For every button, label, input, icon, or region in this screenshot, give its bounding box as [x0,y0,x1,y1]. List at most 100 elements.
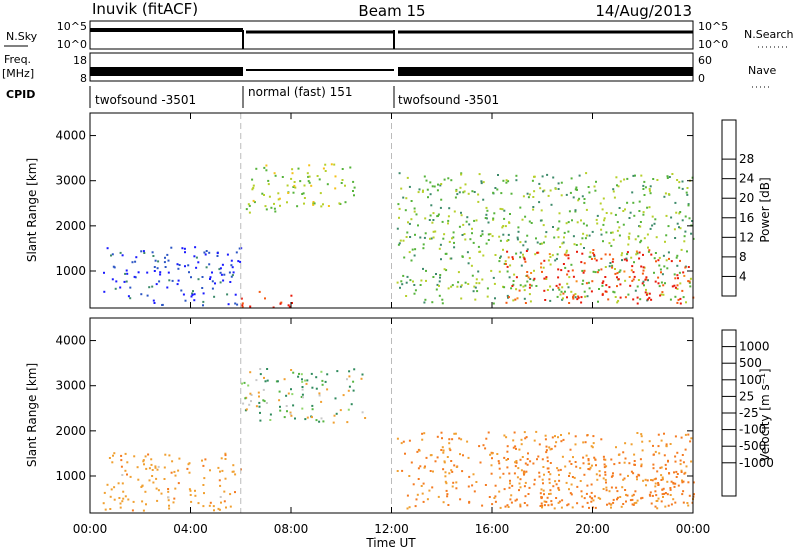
velocity-pixel [108,457,111,459]
velocity-pixel [628,462,631,465]
velocity-pixel [686,502,689,504]
velocity-pixel [507,506,510,508]
velocity-pixel [631,503,634,506]
power-pixel [460,284,463,287]
power-pixel [133,275,136,278]
velocity-pixel [300,373,303,376]
velocity-pixel [120,459,123,462]
power-pixel [567,221,570,224]
power-pixel [245,208,248,211]
power-ytick-label: 4000 [55,129,86,143]
velocity-pixel [119,506,122,509]
nsky-tick-bottom: 10^0 [57,38,87,51]
power-pixel [432,236,435,239]
velocity-pixel [645,484,647,487]
power-pixel [119,286,122,289]
power-pixel [202,300,205,303]
power-pixel [219,271,222,274]
power-pixel [239,260,242,263]
velocity-pixel [167,499,170,502]
velocity-pixel [224,454,227,457]
power-pixel [578,174,581,177]
velocity-pixel [458,437,461,440]
power-pixel [506,250,509,253]
power-pixel [679,227,682,230]
power-pixel [516,238,519,241]
power-pixel [684,230,687,233]
power-pixel [547,194,550,197]
velocity-pixel [549,473,552,476]
power-pixel [660,293,663,296]
velocity-pixel [133,455,136,458]
velocity-pixel [136,466,139,469]
velocity-pixel [510,501,513,504]
power-pixel [600,268,603,271]
power-pixel [487,239,490,241]
power-pixel [111,253,114,256]
power-pixel [479,234,482,237]
power-pixel [613,196,616,199]
velocity-pixel [663,492,666,495]
power-pixel [661,291,664,294]
velocity-pixel [545,445,548,448]
velocity-pixel [640,463,643,466]
velocity-pixel [642,479,645,482]
power-pixel [464,183,467,186]
velocity-pixel [513,472,516,475]
power-pixel [509,213,511,215]
power-pixel [685,191,688,194]
power-pixel [575,186,578,189]
velocity-pixel [685,465,688,468]
velocity-pixel [520,438,523,441]
power-pixel [568,276,571,279]
power-pixel [293,184,296,187]
power-pixel [470,264,473,267]
power-pixel [410,218,413,221]
velocity-pixel [544,434,547,437]
velocity-pixel [592,499,595,502]
power-pixel [524,240,527,243]
power-pixel [642,253,644,256]
velocity-pixel [127,498,130,501]
power-pixel [668,176,671,178]
power-pixel [492,217,495,220]
power-pixel [638,200,641,203]
power-pixel [468,223,471,226]
power-pixel [477,245,480,248]
power-pixel [676,301,679,304]
power-pixel [230,259,233,262]
power-pixel [219,267,222,270]
velocity-pixel [468,501,471,504]
power-pixel [264,205,267,208]
power-pixel [443,233,446,236]
velocity-colorbar-label: Velocity [m s⁻¹] [758,368,772,461]
power-pixel [137,271,140,274]
power-pixel [333,163,336,166]
power-pixel [612,238,615,241]
velocity-pixel [588,468,591,471]
velocity-pixel [352,380,355,383]
velocity-pixel [497,460,500,463]
power-pixel [508,221,511,224]
velocity-pixel [417,478,420,480]
velocity-pixel [580,495,583,498]
velocity-pixel [461,470,464,473]
velocity-pixel [543,504,546,507]
velocity-pixel [120,454,123,457]
velocity-pixel [634,490,637,493]
power-pixel [556,253,559,256]
power-pixel [441,302,444,305]
power-pixel [558,220,561,223]
power-pixel [526,271,529,273]
velocity-pixel [475,481,478,483]
velocity-pixel [681,479,683,482]
velocity-pixel [219,496,222,498]
power-pixel [459,285,462,288]
power-pixel [441,220,444,223]
power-pixel [526,248,529,251]
power-pixel [524,260,527,263]
velocity-pixel [301,386,304,388]
nsearch-label: N.Search [744,28,794,41]
power-pixel [648,296,651,299]
